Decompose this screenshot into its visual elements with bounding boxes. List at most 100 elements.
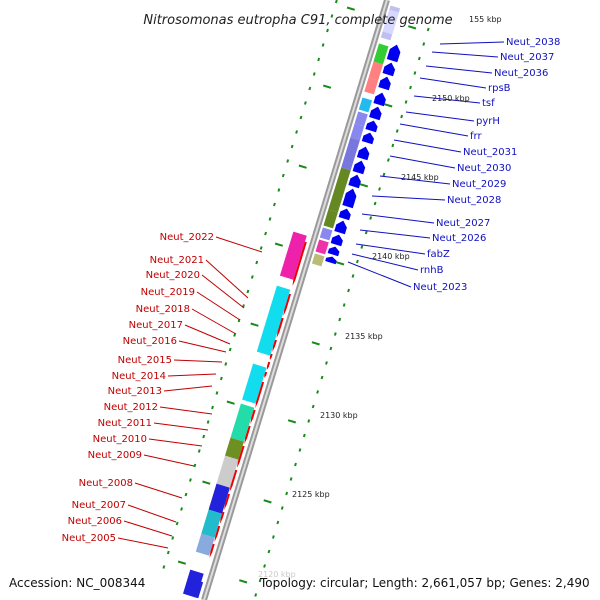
minor-tick [162, 565, 166, 569]
forward-leader-line [399, 123, 469, 137]
forward-gene-label[interactable]: Neut_2031 [463, 147, 517, 158]
minor-tick [316, 390, 320, 394]
scale-label: 2145 kbp [401, 173, 439, 182]
minor-tick [326, 28, 329, 33]
forward-gene-label[interactable]: frr [470, 131, 482, 142]
reverse-gene-arrow [269, 353, 273, 360]
forward-gene-label[interactable]: Neut_2038 [506, 37, 560, 48]
reverse-feature-block [279, 231, 307, 280]
minor-tick [295, 130, 298, 134]
forward-gene-arrow [361, 132, 374, 145]
minor-tick [391, 143, 395, 148]
scale-label: 2125 kbp [292, 490, 330, 499]
topology-text: Topology: circular; Length: 2,661,057 bp… [259, 576, 590, 590]
minor-tick [268, 217, 272, 221]
forward-gene-label[interactable]: tsf [482, 98, 495, 109]
forward-gene-label[interactable]: rnhB [420, 265, 444, 276]
reverse-gene-label[interactable]: Neut_2007 [72, 500, 126, 511]
major-tick [287, 419, 297, 424]
forward-gene-label[interactable]: Neut_2023 [413, 282, 467, 293]
major-tick [226, 400, 235, 405]
reverse-gene-label[interactable]: Neut_2014 [112, 371, 166, 382]
major-tick [384, 103, 393, 108]
reverse-gene-label[interactable]: Neut_2011 [98, 418, 152, 429]
minor-tick [360, 245, 364, 249]
reverse-gene-arrow [255, 381, 265, 408]
reverse-gene-label[interactable]: Neut_2015 [118, 355, 172, 366]
reverse-gene-label[interactable]: Neut_2018 [136, 304, 190, 315]
reverse-leader-line [215, 236, 263, 253]
major-tick [239, 579, 248, 584]
minor-tick [285, 491, 289, 496]
backbone-highlight [203, 0, 388, 600]
reverse-gene-label[interactable]: Neut_2021 [150, 255, 204, 266]
reverse-gene-label[interactable]: Neut_2016 [123, 336, 177, 347]
minor-tick [171, 536, 175, 540]
minor-tick [206, 420, 210, 424]
reverse-gene-arrow [229, 469, 238, 492]
minor-tick [426, 27, 430, 32]
scale-labels: 155 kbp 2150 kbp 2145 kbp 2140 kbp 2135 kbp 2… [258, 15, 502, 579]
minor-tick [321, 43, 325, 47]
reverse-gene-label[interactable]: Neut_2009 [88, 450, 142, 461]
reverse-feature-block [256, 285, 291, 356]
reverse-leader-line [191, 308, 237, 335]
minor-tick [276, 520, 280, 525]
minor-tick [338, 317, 342, 322]
forward-gene-arrow [325, 256, 337, 265]
minor-tick [369, 216, 373, 220]
reverse-leader-line [153, 422, 209, 431]
forward-feature-block [364, 77, 379, 95]
forward-gene-label[interactable]: fabZ [427, 249, 450, 260]
reverse-gene-arrow [250, 409, 256, 424]
reverse-gene-label[interactable]: Neut_2006 [68, 516, 122, 527]
forward-gene-arrow [327, 246, 340, 257]
reverse-gene-arrow [209, 543, 215, 558]
gene-labels[interactable]: Neut_2038 Neut_2037 Neut_2036 rpsB tsf pyrH fr… [62, 37, 561, 544]
minor-tick [378, 187, 381, 191]
forward-gene-label[interactable]: Neut_2029 [452, 179, 506, 190]
reverse-gene-label[interactable]: Neut_2012 [104, 402, 158, 413]
reverse-leader-line [117, 537, 169, 549]
reverse-gene-label[interactable]: Neut_2019 [141, 287, 195, 298]
minor-tick [356, 259, 359, 264]
minor-tick [298, 448, 302, 452]
reverse-gene-label[interactable]: Neut_2005 [62, 533, 116, 544]
reverse-gene-label[interactable]: Neut_2022 [160, 232, 214, 243]
major-tick [359, 183, 369, 188]
minor-tick [299, 115, 303, 120]
minor-tick [258, 578, 262, 583]
reverse-gene-label[interactable]: Neut_2013 [108, 386, 162, 397]
minor-tick [224, 362, 228, 366]
forward-gene-arrow [352, 160, 366, 175]
forward-feature-block [323, 209, 338, 229]
reverse-feature-block [225, 437, 244, 460]
forward-gene-label[interactable]: Neut_2030 [457, 163, 511, 174]
reverse-gene-arrow [214, 525, 221, 542]
forward-gene-label[interactable]: Neut_2028 [447, 195, 501, 206]
forward-leader-line [439, 41, 505, 45]
forward-leader-line [389, 155, 456, 169]
forward-gene-label[interactable]: Neut_2037 [500, 52, 554, 63]
minor-tick [255, 260, 259, 265]
forward-feature-block [373, 43, 389, 65]
reverse-gene-label[interactable]: Neut_2008 [79, 478, 133, 489]
forward-gene-label[interactable]: rpsB [488, 83, 511, 94]
forward-gene-label[interactable]: pyrH [476, 116, 500, 127]
major-tick [274, 242, 284, 247]
forward-gene-label[interactable]: Neut_2027 [436, 218, 490, 229]
reverse-gene-label[interactable]: Neut_2017 [129, 320, 183, 331]
forward-gene-label[interactable]: Neut_2026 [432, 233, 486, 244]
forward-gene-arrow [330, 234, 343, 247]
forward-gene-arrow [369, 106, 382, 121]
forward-gene-label[interactable]: Neut_2036 [494, 68, 548, 79]
forward-feature-block [358, 97, 373, 113]
reverse-gene-label[interactable]: Neut_2020 [146, 270, 200, 281]
reverse-gene-label[interactable]: Neut_2010 [93, 434, 147, 445]
minor-tick [329, 346, 333, 351]
forward-gene-arrow [378, 76, 391, 91]
minor-tick [263, 564, 266, 568]
scale-label: 2140 kbp [372, 252, 410, 261]
minor-tick [189, 478, 192, 482]
